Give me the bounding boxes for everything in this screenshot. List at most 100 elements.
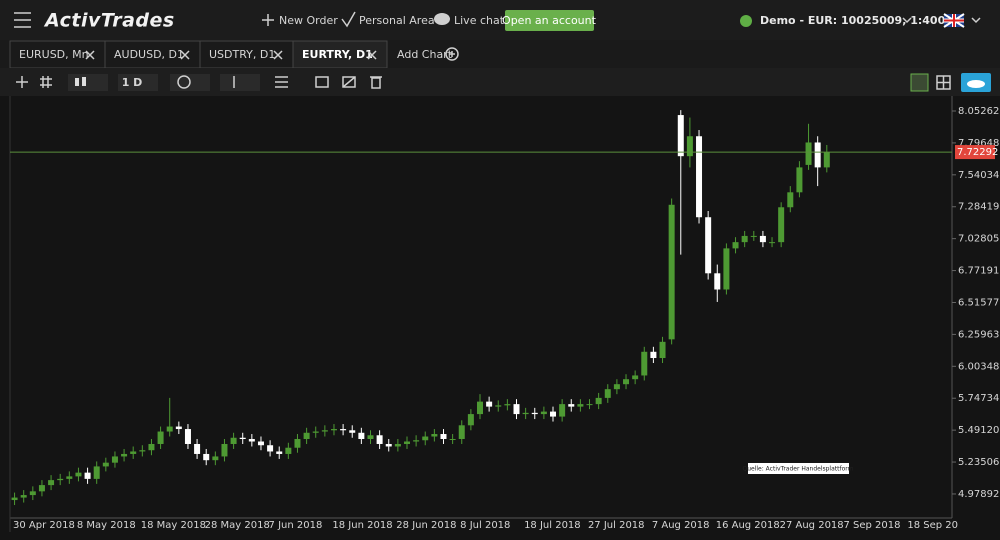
candle-body [66,476,73,479]
delete-icon[interactable] [370,76,382,89]
y-tick-label: 6.25963 [958,329,999,340]
candle-body [312,431,319,433]
y-tick-label: 4.97892 [958,489,999,500]
candle-body [623,379,630,385]
timeframe[interactable]: 1 D [122,76,143,89]
candle-body [358,432,365,440]
plus-icon [262,14,274,26]
x-tick-label: 7 Aug 2018 [652,520,710,531]
chart-type-button[interactable] [68,74,108,91]
candle-body [550,411,557,417]
candle-body [577,404,584,407]
open-account-button[interactable] [505,10,594,31]
y-tick-label: 6.51577 [958,297,999,308]
candle-body [111,456,118,463]
tab-label[interactable]: AUDUSD, D1 [114,48,184,61]
new-order[interactable]: New Order [279,14,338,27]
chat-icon [434,13,450,25]
tab-close[interactable] [85,50,95,60]
tab-label[interactable]: EURTRY, D1 [302,48,373,61]
candle-body [175,426,182,430]
status-dot [740,15,752,27]
candle-body [394,443,401,447]
personal-area[interactable]: Personal Area [359,14,435,27]
candle-body [632,375,639,380]
candle-body [130,451,137,454]
layout-single[interactable] [910,73,929,92]
add-chart[interactable]: Add Chart [397,48,453,61]
add-chart-icon[interactable] [445,47,459,61]
candle-body [595,397,602,405]
candle-body [641,351,648,376]
x-tick-label: 7 Sep 2018 [843,520,900,531]
x-tick-label: 18 Sep 20 [907,520,958,531]
timeframe-button[interactable] [118,74,158,91]
candle-body [221,443,228,457]
tab-close[interactable] [367,50,377,60]
candle-body [741,235,748,243]
live-chat[interactable]: Live chat [454,14,505,27]
candle-body [239,437,246,440]
crosshair-icon[interactable] [16,76,28,88]
candle-body [759,235,766,243]
menu-icon[interactable] [14,12,31,28]
tab-label[interactable]: EURUSD, Mn [19,48,89,61]
open-account-label[interactable]: Open an account [502,14,597,27]
x-tick-label: 18 Jun 2018 [332,520,392,531]
y-tick-label: 7.02805 [958,234,999,245]
candle-body [522,412,529,415]
candle-body [677,115,684,157]
candle-body [540,411,547,415]
dropdown-icon[interactable] [971,17,981,24]
tab-close[interactable] [180,50,190,60]
grid-icon[interactable] [40,76,52,88]
screenshot-icon[interactable] [342,76,356,88]
candle-body [696,136,703,218]
x-tick-label: 8 May 2018 [77,520,136,531]
chart-area [0,96,1000,540]
x-tick-label: 28 Jun 2018 [396,520,456,531]
tab-label[interactable]: USDTRY, D1 [209,48,275,61]
x-tick-label: 8 Jul 2018 [460,520,510,531]
y-tick-label: 8.05262 [958,106,999,117]
candle-body [75,472,82,477]
toolbar [0,68,1000,96]
candle-body [513,404,520,415]
candle-body [796,167,803,193]
candle-body [257,441,264,446]
candle-icon [75,77,86,86]
candle-body [823,152,830,168]
template-icon[interactable] [315,76,329,88]
candle-body [568,404,575,407]
candle-body [139,450,146,452]
line-tool-button[interactable] [220,74,260,91]
tab-close[interactable] [273,50,283,60]
candle-body [194,443,201,454]
fib-icon[interactable] [275,76,288,88]
candle-body [814,142,821,168]
logo[interactable]: ActivTrades [43,10,175,32]
flag-icon[interactable] [943,13,965,28]
current-price-badge [955,145,995,160]
layout-quad[interactable] [936,75,951,90]
candle-body [294,439,301,448]
candle-body [458,425,465,440]
candle-body [477,401,483,415]
y-tick-label: 5.74734 [958,393,999,404]
y-tick-label: 5.49120 [958,425,999,436]
candle-body [148,443,155,451]
candle-body [769,242,776,244]
y-tick-label: 6.77191 [958,266,999,277]
candle-body [29,491,36,496]
dropdown-icon[interactable] [902,17,912,24]
candle-body [787,192,794,208]
tabs: EURUSD, Mn AUDUSD, D1 USDTRY, D1 EURTRY, D1 [9,40,388,69]
candle-body [184,429,191,444]
candle-body [449,439,456,441]
candle-body [38,485,45,492]
indicator-icon [177,75,191,89]
candle-body [303,432,310,440]
account-info[interactable]: Demo - EUR: 10025009, 1:400 [760,14,946,27]
candle-body [778,207,785,243]
